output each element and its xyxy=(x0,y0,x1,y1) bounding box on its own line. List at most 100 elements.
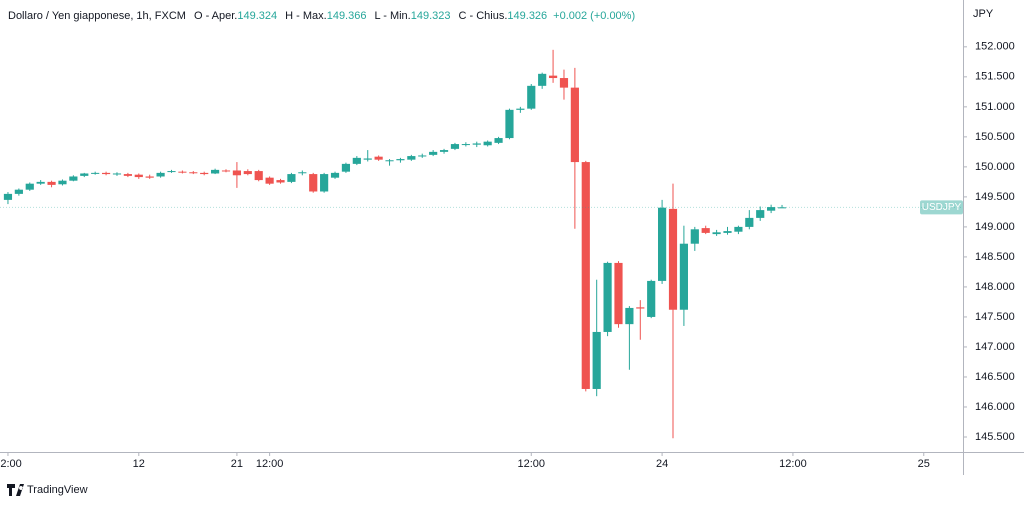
candle-body xyxy=(14,189,23,194)
x-tick-label: 25 xyxy=(918,458,930,470)
candle-body xyxy=(3,193,13,200)
candle-body xyxy=(200,172,209,175)
y-tick-label: 147.500 xyxy=(975,311,1015,323)
candle-body xyxy=(777,207,787,209)
candle-body xyxy=(69,176,78,181)
candle-body xyxy=(47,181,56,185)
candle-body xyxy=(603,262,612,332)
candle-body xyxy=(123,174,132,176)
candle-body xyxy=(516,108,525,110)
x-tick-label: 12:00 xyxy=(0,458,22,470)
candle-body xyxy=(581,162,590,389)
candle-body xyxy=(548,75,558,79)
candle-body xyxy=(407,156,416,160)
legend-ohlc-value: 149.326 xyxy=(507,10,547,22)
candle-body xyxy=(559,78,569,88)
candle-body xyxy=(156,172,165,177)
candle-body xyxy=(592,331,601,389)
candle-body xyxy=(352,157,361,164)
y-tick-label: 146.500 xyxy=(975,371,1015,383)
candle-body xyxy=(483,141,492,146)
y-tick-label: 148.500 xyxy=(975,251,1015,263)
candle-body xyxy=(690,229,699,244)
candle-body xyxy=(439,150,449,152)
y-tick-label: 151.500 xyxy=(975,71,1015,83)
candle-body xyxy=(734,226,743,232)
candle-body xyxy=(298,172,307,174)
x-tick-label: 12:00 xyxy=(256,458,284,470)
candle-body xyxy=(745,217,754,227)
legend-ohlc-label: C - Chius. xyxy=(459,10,508,22)
candle-body xyxy=(232,170,241,176)
candle-body xyxy=(178,171,187,173)
candle-body xyxy=(341,163,351,172)
legend-ohlc-value: 149.324 xyxy=(237,10,277,22)
candle-body xyxy=(701,228,710,233)
candle-body xyxy=(25,183,34,190)
candle-body xyxy=(723,231,732,233)
price-label: USDJPY xyxy=(922,202,962,213)
candle-body xyxy=(330,172,340,178)
candle-body xyxy=(320,174,329,192)
candle-body xyxy=(570,87,579,163)
candle-body xyxy=(211,169,220,174)
candle-body xyxy=(767,207,776,211)
candle-body xyxy=(189,172,198,174)
y-tick-label: 150.000 xyxy=(975,161,1015,173)
plot-area xyxy=(0,49,963,439)
candle-body xyxy=(625,307,634,325)
legend-ohlc-label: H - Max. xyxy=(285,10,327,22)
candle-body xyxy=(145,176,154,178)
candle-body xyxy=(679,243,688,310)
candle-body xyxy=(80,173,89,176)
candle-body xyxy=(538,73,547,86)
x-tick-label: 12:00 xyxy=(779,458,807,470)
candle-body xyxy=(374,156,383,160)
candle-body xyxy=(58,180,67,185)
y-tick-label: 150.500 xyxy=(975,131,1015,143)
candle-body xyxy=(450,144,460,149)
legend-ohlc-value: 149.366 xyxy=(327,10,367,22)
legend-ohlc-value: 149.323 xyxy=(411,10,451,22)
candle-body xyxy=(668,208,678,310)
y-tick-label: 149.500 xyxy=(975,191,1015,203)
legend-ohlc-label: O - Aper. xyxy=(194,10,237,22)
candle-body xyxy=(101,172,111,175)
candle-body xyxy=(276,180,285,183)
candle-body xyxy=(167,171,176,173)
candle-body xyxy=(429,151,438,155)
candle-body xyxy=(396,159,405,161)
y-tick-label: 151.000 xyxy=(975,101,1015,113)
candle-body xyxy=(636,307,645,309)
candle-body xyxy=(134,174,143,178)
candle-body xyxy=(418,155,427,157)
candle-body xyxy=(527,85,536,109)
candle-body xyxy=(756,210,765,218)
candle-body xyxy=(112,173,122,175)
legend-change: +0.002 (+0.00%) xyxy=(553,10,635,22)
y-tick-label: 149.000 xyxy=(975,221,1015,233)
x-tick-label: 24 xyxy=(656,458,668,470)
candle-body xyxy=(385,160,394,162)
y-tick-label: 152.000 xyxy=(975,41,1015,53)
candle-body xyxy=(494,138,503,143)
candle-body xyxy=(287,174,296,182)
brand-logo xyxy=(7,484,24,496)
y-tick-label: 148.000 xyxy=(975,281,1015,293)
x-tick-label: 12:00 xyxy=(518,458,546,470)
candle-body xyxy=(472,143,481,145)
legend-ohlc-label: L - Min. xyxy=(374,10,410,22)
candle-body xyxy=(243,171,252,175)
legend: Dollaro / Yen giapponese, 1h, FXCM O - Ap… xyxy=(8,10,635,22)
candle-body xyxy=(647,280,656,317)
candle-body xyxy=(309,174,318,192)
candle-body xyxy=(221,170,231,172)
candle-body xyxy=(254,171,263,181)
legend-title: Dollaro / Yen giapponese, 1h, FXCM xyxy=(8,10,186,22)
legend-line: Dollaro / Yen giapponese, 1h, FXCM O - Ap… xyxy=(8,10,635,22)
candle-body xyxy=(614,262,623,325)
brand-name: TradingView xyxy=(27,484,88,496)
brand: TradingView xyxy=(7,484,88,496)
candle-body xyxy=(91,172,100,174)
